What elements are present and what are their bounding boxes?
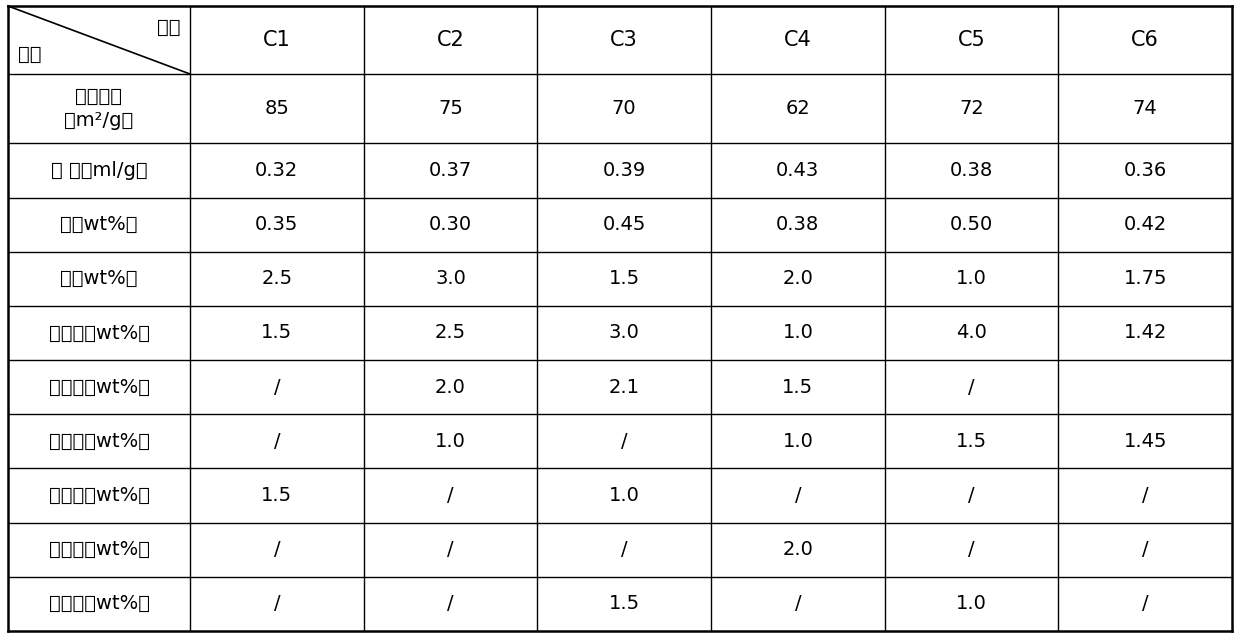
Text: 4.0: 4.0 — [956, 324, 987, 343]
Text: 2.0: 2.0 — [782, 540, 813, 559]
Text: 62: 62 — [785, 99, 810, 118]
Text: C5: C5 — [957, 30, 986, 50]
Text: 2.0: 2.0 — [435, 378, 466, 397]
Text: 85: 85 — [264, 99, 289, 118]
Text: 0.42: 0.42 — [1123, 215, 1167, 234]
Text: 72: 72 — [959, 99, 983, 118]
Text: 1.5: 1.5 — [262, 324, 293, 343]
Text: /: / — [448, 540, 454, 559]
Text: 0.35: 0.35 — [255, 215, 299, 234]
Text: C4: C4 — [784, 30, 812, 50]
Text: 0.30: 0.30 — [429, 215, 472, 234]
Text: C1: C1 — [263, 30, 290, 50]
Text: 1.0: 1.0 — [782, 324, 813, 343]
Text: /: / — [1142, 486, 1148, 505]
Text: 3.0: 3.0 — [435, 269, 466, 289]
Text: 1.5: 1.5 — [262, 486, 293, 505]
Text: 0.39: 0.39 — [603, 161, 646, 180]
Text: 0.38: 0.38 — [950, 161, 993, 180]
Text: 氧化镧（wt%）: 氧化镧（wt%） — [48, 540, 150, 559]
Text: 1.0: 1.0 — [782, 432, 813, 451]
Text: /: / — [1142, 540, 1148, 559]
Text: 1.75: 1.75 — [1123, 269, 1167, 289]
Text: C2: C2 — [436, 30, 464, 50]
Text: C6: C6 — [1131, 30, 1159, 50]
Text: /: / — [968, 378, 975, 397]
Text: 74: 74 — [1133, 99, 1158, 118]
Text: /: / — [274, 594, 280, 613]
Text: 1.42: 1.42 — [1123, 324, 1167, 343]
Text: /: / — [274, 540, 280, 559]
Text: 0.50: 0.50 — [950, 215, 993, 234]
Text: 1.45: 1.45 — [1123, 432, 1167, 451]
Text: /: / — [448, 486, 454, 505]
Text: 75: 75 — [438, 99, 463, 118]
Text: /: / — [448, 594, 454, 613]
Text: 0.43: 0.43 — [776, 161, 820, 180]
Text: 1.0: 1.0 — [435, 432, 466, 451]
Text: 2.1: 2.1 — [609, 378, 640, 397]
Text: 氧化钼（wt%）: 氧化钼（wt%） — [48, 324, 150, 343]
Text: /: / — [795, 486, 801, 505]
Text: 0.36: 0.36 — [1123, 161, 1167, 180]
Text: 指标: 指标 — [19, 45, 41, 64]
Text: 氧化铈（wt%）: 氧化铈（wt%） — [48, 594, 150, 613]
Text: 1.5: 1.5 — [609, 594, 640, 613]
Text: C3: C3 — [610, 30, 639, 50]
Text: 氧化镁（wt%）: 氧化镁（wt%） — [48, 378, 150, 397]
Text: 镍（wt%）: 镍（wt%） — [61, 269, 138, 289]
Text: 1.0: 1.0 — [956, 269, 987, 289]
Text: /: / — [1142, 594, 1148, 613]
Text: /: / — [274, 432, 280, 451]
Text: 钯（wt%）: 钯（wt%） — [61, 215, 138, 234]
Text: 0.37: 0.37 — [429, 161, 472, 180]
Text: 1.0: 1.0 — [956, 594, 987, 613]
Text: 0.32: 0.32 — [255, 161, 299, 180]
Text: 0.45: 0.45 — [603, 215, 646, 234]
Text: 氧化钾（wt%）: 氧化钾（wt%） — [48, 432, 150, 451]
Text: /: / — [968, 540, 975, 559]
Text: /: / — [621, 540, 627, 559]
Text: 2.0: 2.0 — [782, 269, 813, 289]
Text: 3.0: 3.0 — [609, 324, 640, 343]
Text: 1.0: 1.0 — [609, 486, 640, 505]
Text: 2.5: 2.5 — [435, 324, 466, 343]
Text: 1.5: 1.5 — [956, 432, 987, 451]
Text: /: / — [795, 594, 801, 613]
Text: /: / — [621, 432, 627, 451]
Text: 氧化锂（wt%）: 氧化锂（wt%） — [48, 486, 150, 505]
Text: 1.5: 1.5 — [609, 269, 640, 289]
Text: 2.5: 2.5 — [262, 269, 293, 289]
Text: 孔 容（ml/g）: 孔 容（ml/g） — [51, 161, 148, 180]
Text: 1.5: 1.5 — [782, 378, 813, 397]
Text: /: / — [968, 486, 975, 505]
Text: /: / — [274, 378, 280, 397]
Text: 70: 70 — [611, 99, 636, 118]
Text: 0.38: 0.38 — [776, 215, 820, 234]
Text: 编号: 编号 — [156, 18, 180, 37]
Text: 比表面积
（m²/g）: 比表面积 （m²/g） — [64, 87, 134, 130]
